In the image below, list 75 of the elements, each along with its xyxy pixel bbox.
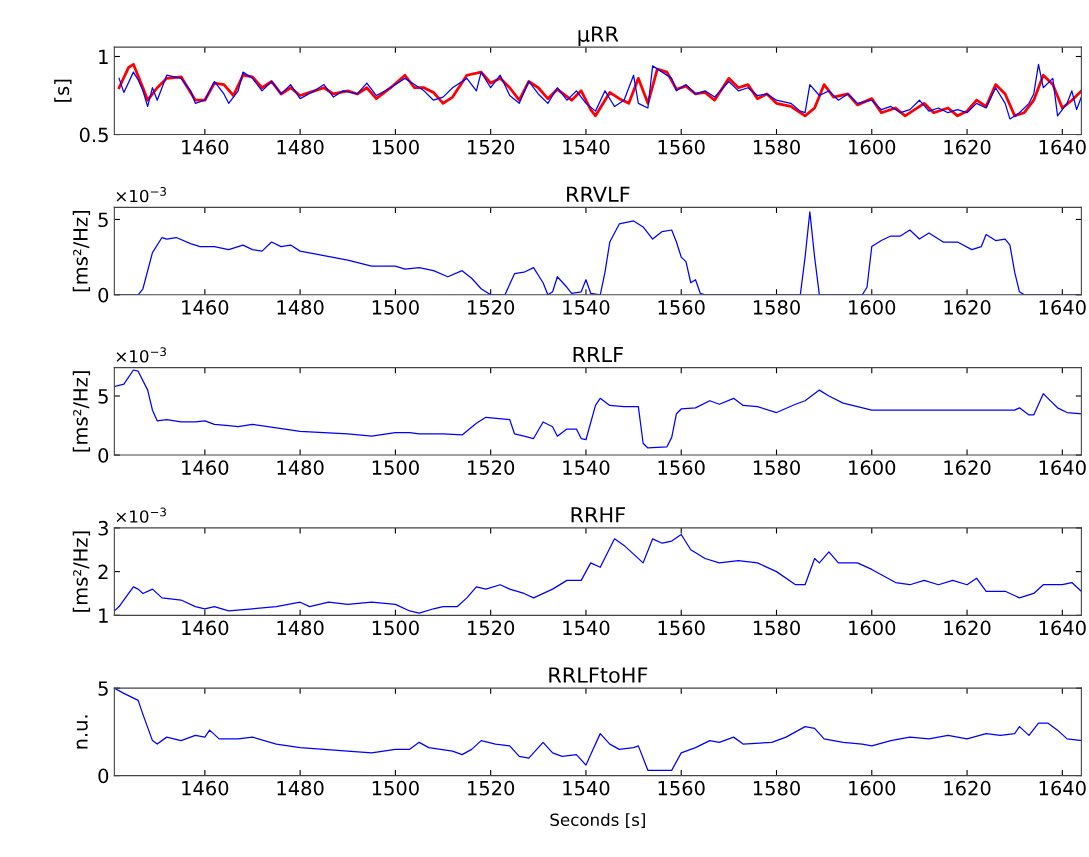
x-tick-label: 1460 — [182, 780, 229, 796]
chart-title: RRHF — [571, 507, 625, 523]
x-tick-label: 1600 — [849, 780, 896, 796]
y-axis-title: n.u. — [76, 715, 88, 749]
x-tick-label: 1520 — [468, 460, 515, 475]
x-tick-label: 1620 — [944, 139, 991, 155]
x-tick-label: 1460 — [182, 460, 229, 475]
x-tick-label: 1580 — [753, 460, 800, 475]
y-axis-title: [ms²/Hz] — [72, 531, 91, 612]
x-tick-label: 1600 — [849, 620, 896, 636]
text: ×10$^{−3}$ — [116, 187, 166, 203]
x-tick-label: 1640 — [1039, 620, 1086, 636]
x-tick-label: 1600 — [849, 300, 896, 315]
x-tick-label: 1500 — [372, 780, 419, 796]
chart-title: RRLF — [573, 346, 623, 363]
x-tick-label: 1580 — [753, 780, 800, 796]
x-tick-label: 1480 — [277, 780, 324, 796]
chart-title: μRR — [578, 26, 619, 46]
x-tick-label: 1480 — [277, 620, 324, 636]
x-tick-label: 1620 — [944, 620, 991, 636]
x-tick-label: 1480 — [277, 460, 324, 475]
x-tick-label: 1500 — [372, 620, 419, 636]
y-tick-label: 0 — [98, 287, 109, 303]
text: ×10$^{−3}$ — [116, 507, 166, 523]
y-tick-label: 1 — [99, 49, 108, 64]
x-tick-label: 1540 — [563, 780, 610, 796]
x-tick-label: 1640 — [1039, 780, 1086, 796]
y-axis-title: [s] — [54, 79, 72, 102]
x-tick-label: 1620 — [944, 300, 991, 315]
y-tick-label: 5 — [98, 389, 108, 404]
x-tick-label: 1580 — [753, 300, 800, 315]
y-tick-label: 0.5 — [79, 127, 108, 143]
x-tick-label: 1620 — [944, 780, 991, 796]
text: ×10$^{−3}$ — [116, 347, 166, 363]
chart-title: RRVLF — [567, 186, 630, 202]
x-tick-label: 1560 — [658, 139, 705, 155]
x-tick-label: 1520 — [468, 620, 515, 636]
x-tick-label: 1520 — [468, 300, 515, 315]
x-tick-label: 1520 — [468, 780, 515, 796]
x-tick-label: 1540 — [563, 460, 610, 475]
x-tick-label: 1620 — [944, 460, 991, 475]
x-tick-label: 1480 — [277, 139, 324, 155]
y-tick-label: 0 — [98, 768, 109, 784]
y-tick-label: 2 — [98, 564, 108, 580]
y-tick-label: 3 — [98, 520, 108, 536]
x-tick-label: 1460 — [182, 620, 229, 636]
x-tick-label: 1540 — [563, 139, 610, 155]
x-tick-label: 1640 — [1039, 300, 1086, 315]
x-tick-label: 1540 — [563, 620, 610, 636]
x-tick-label: 1600 — [849, 460, 896, 475]
y-axis-title: [ms²/Hz] — [72, 211, 91, 292]
y-tick-label: 5 — [98, 212, 108, 228]
x-tick-label: 1560 — [658, 460, 705, 475]
x-tick-label: 1640 — [1039, 460, 1086, 475]
x-tick-label: 1500 — [372, 300, 419, 315]
y-tick-label: 0 — [98, 448, 109, 463]
chart-title: RRLFtoHF — [549, 667, 648, 683]
x-tick-label: 1580 — [753, 620, 800, 636]
x-tick-label: 1540 — [563, 300, 610, 315]
x-tick-label: 1640 — [1039, 139, 1086, 155]
x-tick-label: 1500 — [372, 460, 419, 475]
y-tick-label: 1 — [99, 608, 108, 623]
x-tick-label: 1560 — [658, 300, 705, 315]
x-tick-label: 1480 — [277, 300, 324, 315]
x-tick-label: 1500 — [372, 139, 419, 155]
x-tick-label: 1560 — [658, 620, 705, 636]
x-tick-label: 1520 — [468, 139, 515, 155]
x-tick-label: 1600 — [849, 139, 896, 155]
x-tick-label: 1580 — [753, 139, 800, 155]
y-axis-title: [ms²/Hz] — [72, 371, 91, 452]
x-tick-label: 1460 — [182, 300, 229, 315]
x-axis-title: Seconds [s] — [550, 813, 645, 829]
x-tick-label: 1560 — [658, 780, 705, 796]
x-tick-label: 1460 — [182, 139, 229, 155]
y-tick-label: 5 — [98, 681, 108, 696]
